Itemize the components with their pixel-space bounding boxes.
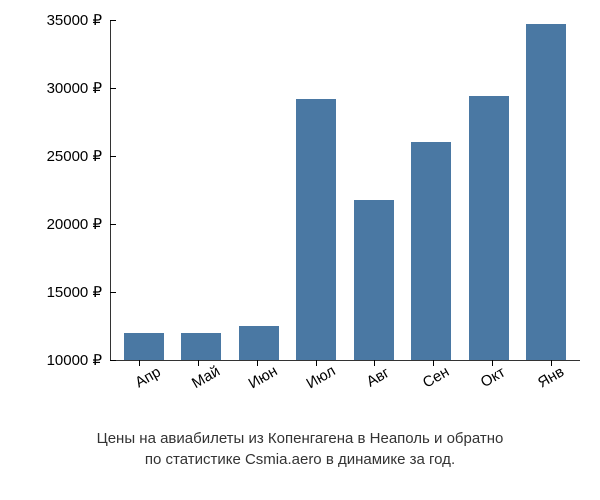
x-tick-label: Сен	[406, 356, 471, 411]
bar	[124, 333, 164, 360]
bar-wrapper	[173, 20, 231, 360]
y-tick-mark	[110, 88, 116, 89]
x-tick-mark	[198, 360, 199, 366]
bar-wrapper	[345, 20, 403, 360]
bar-wrapper	[115, 20, 173, 360]
bar-wrapper	[230, 20, 288, 360]
x-tick-mark	[433, 360, 434, 366]
y-tick-mark	[110, 20, 116, 21]
bars-group	[110, 20, 580, 360]
bar	[526, 24, 566, 360]
chart-container: 10000 ₽15000 ₽20000 ₽25000 ₽30000 ₽35000…	[20, 20, 580, 400]
chart-caption: Цены на авиабилеты из Копенгагена в Неап…	[0, 428, 600, 470]
y-tick-mark	[110, 360, 116, 361]
x-tick-mark	[316, 360, 317, 366]
y-tick-label: 30000 ₽	[20, 79, 102, 97]
y-tick-label: 10000 ₽	[20, 351, 102, 369]
bar-wrapper	[288, 20, 346, 360]
x-tick-label: Май	[176, 356, 241, 411]
y-tick-label: 35000 ₽	[20, 11, 102, 29]
y-tick-label: 15000 ₽	[20, 283, 102, 301]
bar-wrapper	[403, 20, 461, 360]
bar-wrapper	[460, 20, 518, 360]
y-tick-label: 20000 ₽	[20, 215, 102, 233]
x-axis: АпрМайИюнИюлАвгСенОктЯнв	[110, 360, 580, 400]
x-tick-mark	[257, 360, 258, 366]
x-tick-mark	[551, 360, 552, 366]
x-tick-label: Июл	[291, 356, 356, 411]
x-tick-mark	[492, 360, 493, 366]
plot-area	[110, 20, 580, 360]
bar	[181, 333, 221, 360]
y-tick-mark	[110, 224, 116, 225]
caption-line-2: по статистике Csmia.aero в динамике за г…	[0, 449, 600, 470]
x-tick-label: Янв	[521, 356, 586, 411]
y-tick-mark	[110, 156, 116, 157]
x-tick-mark	[374, 360, 375, 366]
x-tick-label: Июн	[234, 356, 299, 411]
y-tick-label: 25000 ₽	[20, 147, 102, 165]
x-tick-label: Авг	[349, 356, 414, 411]
bar	[296, 99, 336, 360]
x-tick-mark	[139, 360, 140, 366]
x-tick-label: Апр	[119, 356, 184, 411]
x-tick-label: Окт	[464, 356, 529, 411]
bar	[469, 96, 509, 360]
y-tick-mark	[110, 292, 116, 293]
bar-wrapper	[518, 20, 576, 360]
bar	[239, 326, 279, 360]
bar	[411, 142, 451, 360]
bar	[354, 200, 394, 360]
y-axis: 10000 ₽15000 ₽20000 ₽25000 ₽30000 ₽35000…	[20, 20, 110, 360]
caption-line-1: Цены на авиабилеты из Копенгагена в Неап…	[0, 428, 600, 449]
